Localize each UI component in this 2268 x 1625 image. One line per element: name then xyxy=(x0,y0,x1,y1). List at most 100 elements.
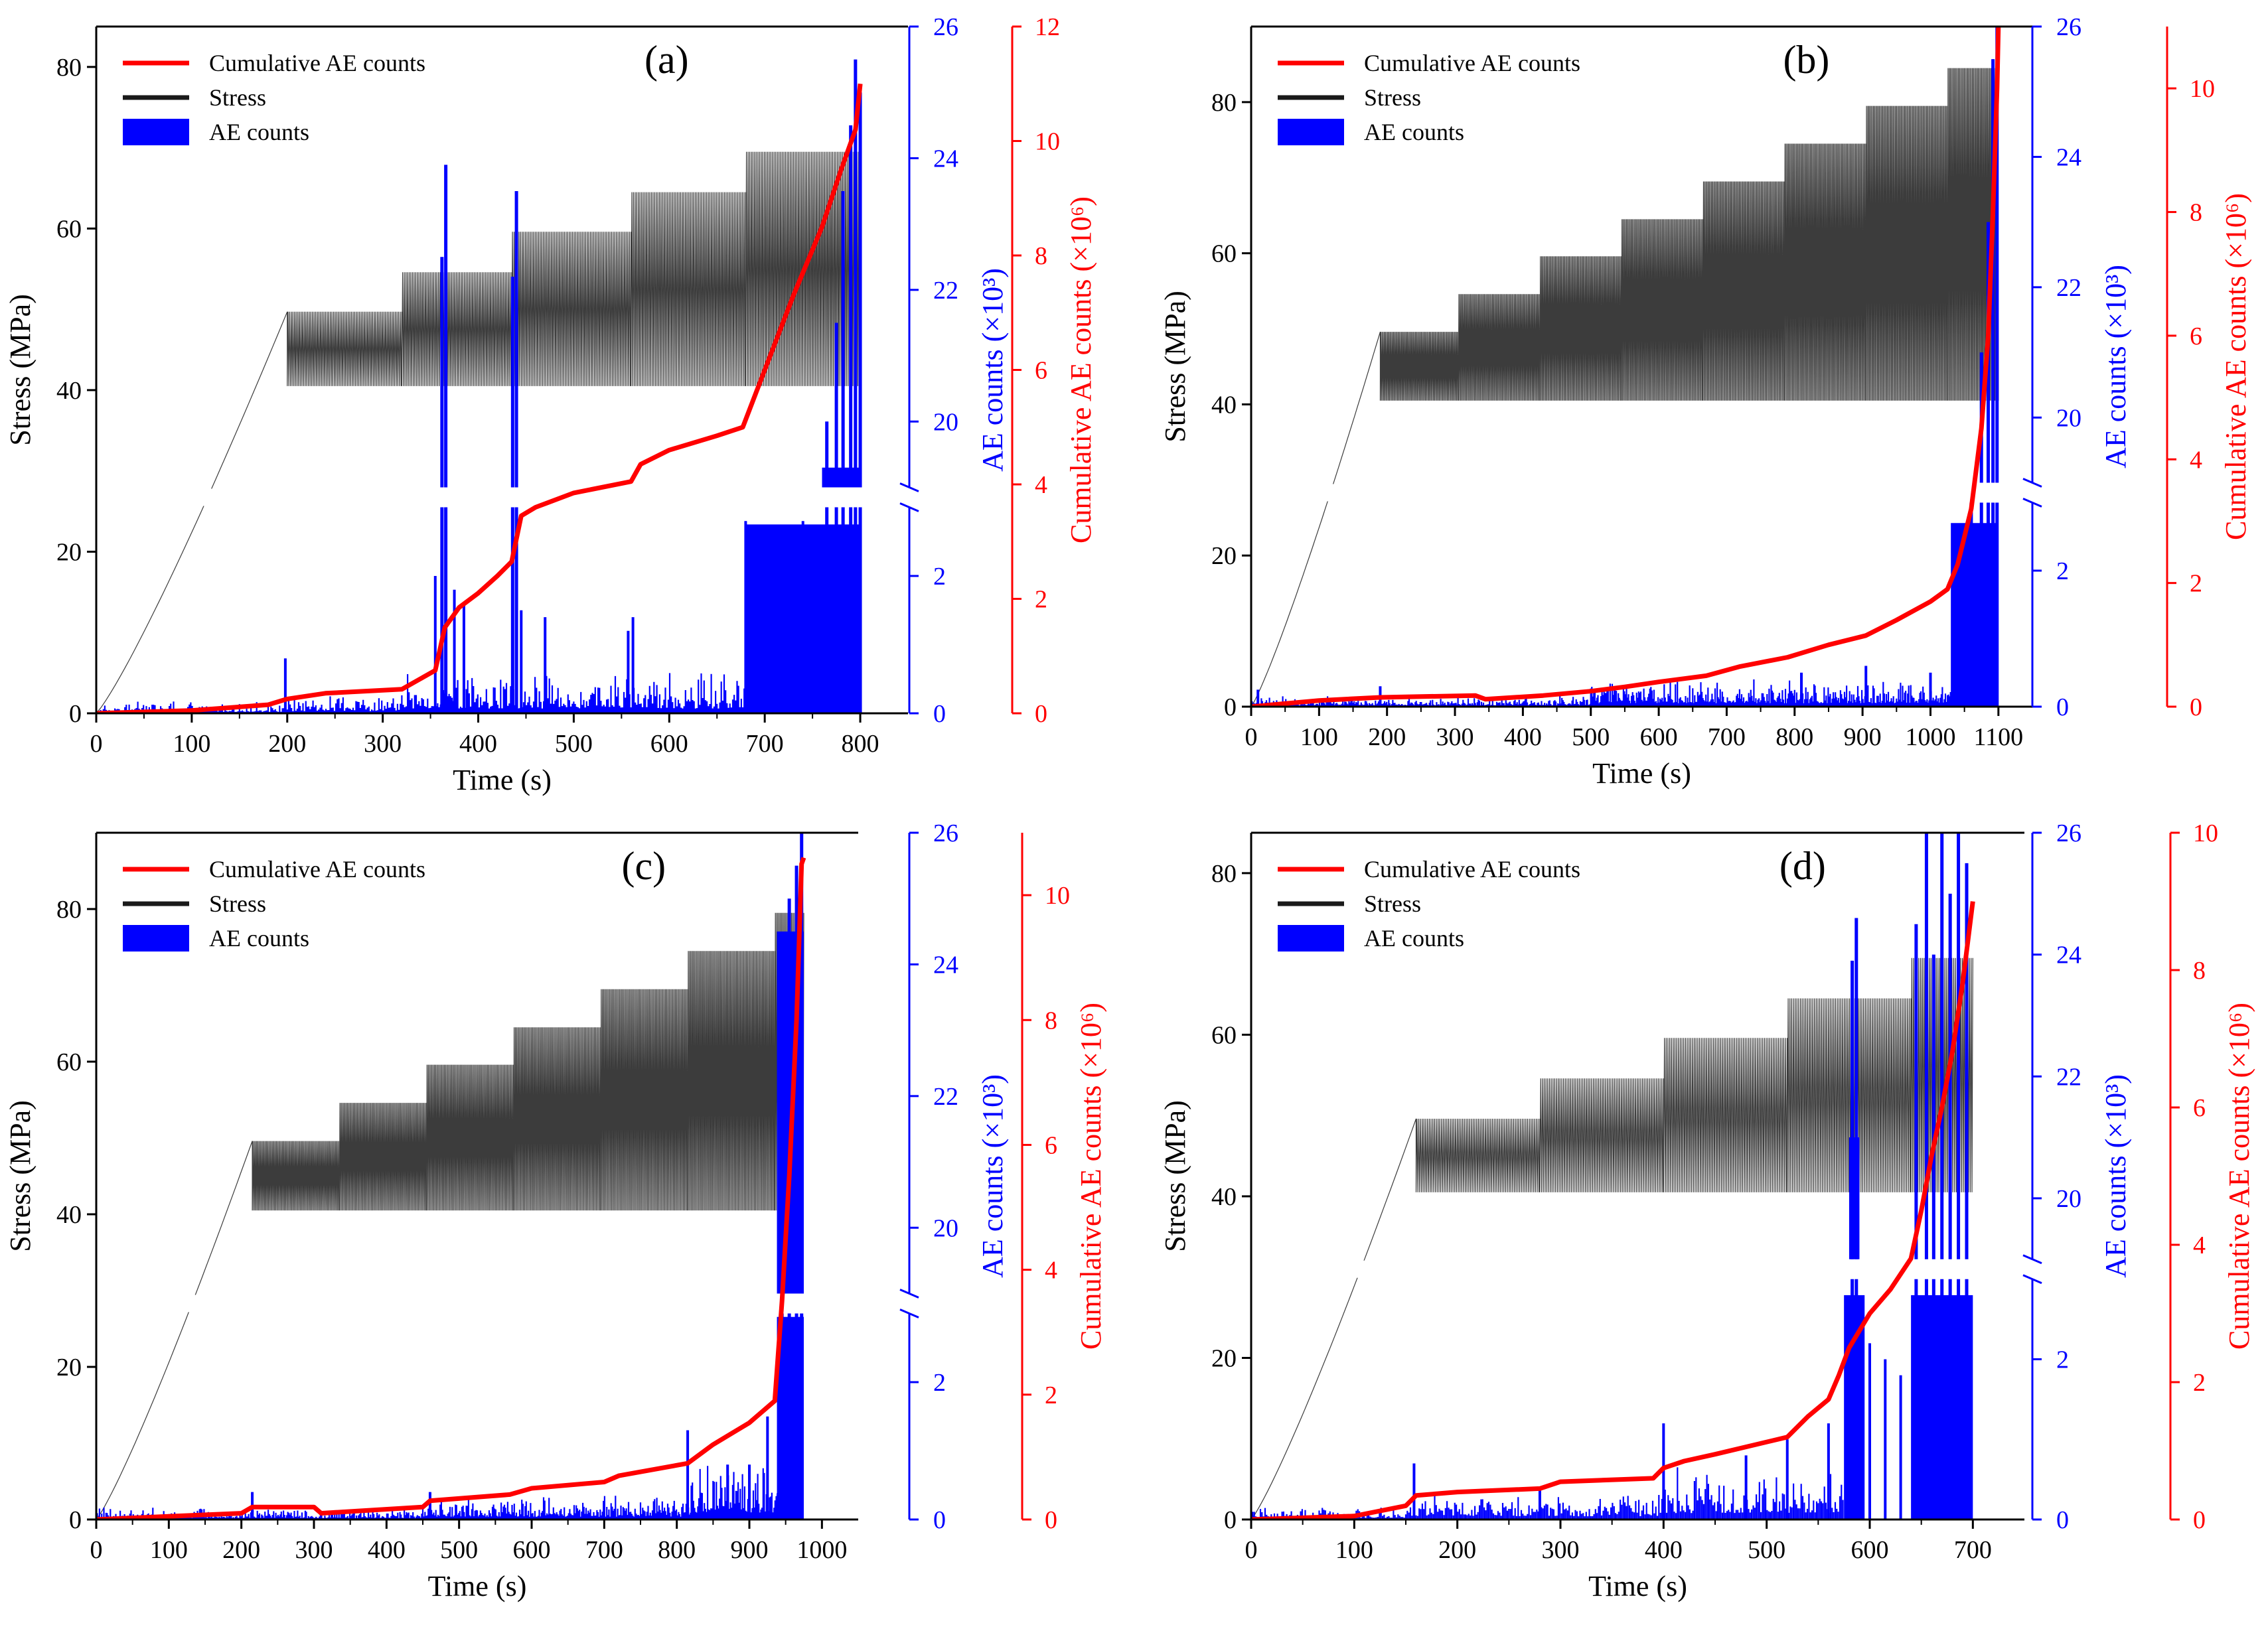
ae-tick-label: 26 xyxy=(2056,819,2081,847)
cumulative-tick-label: 6 xyxy=(2190,322,2202,350)
ae-tick-label: 2 xyxy=(2056,557,2069,585)
cumulative-tick-label: 6 xyxy=(1045,1131,1057,1159)
cumulative-tick-label: 10 xyxy=(1045,882,1070,910)
x-tick-label: 200 xyxy=(1368,723,1406,751)
legend-label-0: Cumulative AE counts xyxy=(209,856,425,883)
x-tick-label: 500 xyxy=(1572,723,1610,751)
cumulative-tick-label: 2 xyxy=(2193,1369,2206,1397)
x-tick-label: 900 xyxy=(731,1536,769,1564)
cumulative-axis-title: Cumulative AE counts (×10⁶) xyxy=(1065,196,1097,543)
ae-axis-title: AE counts (×10³) xyxy=(976,268,1009,472)
ae-tick-label: 24 xyxy=(933,951,958,979)
ae-tick-label: 2 xyxy=(2056,1346,2069,1374)
x-axis-title: Time (s) xyxy=(453,764,552,796)
ae-break-mark xyxy=(2022,498,2042,508)
x-tick-label: 800 xyxy=(1776,723,1813,751)
ae-counts-series xyxy=(96,833,804,1519)
x-tick-label: 200 xyxy=(268,730,306,758)
cumulative-tick-label: 2 xyxy=(2190,570,2202,598)
x-tick-label: 100 xyxy=(1335,1536,1373,1564)
x-tick-label: 1000 xyxy=(796,1536,847,1564)
cumulative-series xyxy=(96,83,863,713)
stress-tick-label: 60 xyxy=(56,215,82,243)
cumulative-tick-label: 4 xyxy=(1045,1257,1057,1285)
ae-tick-label: 26 xyxy=(933,819,958,847)
ae-axis-title: AE counts (×10³) xyxy=(976,1074,1009,1278)
ae-tick-label: 24 xyxy=(933,145,958,173)
legend-swatch-2 xyxy=(1278,925,1344,952)
ae-tick-label: 0 xyxy=(933,700,946,728)
cumulative-tick-label: 10 xyxy=(2193,819,2218,847)
x-axis-title: Time (s) xyxy=(1588,1570,1687,1602)
panel-label: (a) xyxy=(644,38,689,82)
x-tick-label: 100 xyxy=(150,1536,188,1564)
stress-tick-label: 40 xyxy=(56,377,82,405)
cumulative-tick-label: 2 xyxy=(1035,586,1047,614)
x-tick-label: 300 xyxy=(364,730,402,758)
stress-tick-label: 80 xyxy=(56,54,82,82)
x-tick-label: 700 xyxy=(1954,1536,1992,1564)
legend: Cumulative AE counts Stress AE counts xyxy=(1278,50,1580,145)
legend-label-2: AE counts xyxy=(209,925,309,952)
legend-label-0: Cumulative AE counts xyxy=(1364,856,1580,883)
legend: Cumulative AE counts Stress AE counts xyxy=(1278,856,1580,952)
cumulative-tick-label: 4 xyxy=(1035,471,1047,499)
stress-axis-title: Stress (MPa) xyxy=(1159,291,1191,443)
stress-axis-title: Stress (MPa) xyxy=(4,294,37,446)
x-tick-label: 700 xyxy=(746,730,784,758)
ae-break-mark xyxy=(899,502,919,512)
axis-break-gap xyxy=(1251,484,2032,502)
legend: Cumulative AE counts Stress AE counts xyxy=(123,856,425,952)
x-tick-label: 200 xyxy=(222,1536,260,1564)
axis-break-gap xyxy=(96,1295,858,1312)
stress-series xyxy=(1251,957,1973,1519)
ae-background-bars xyxy=(1251,679,1951,707)
cumulative-tick-label: 10 xyxy=(2190,75,2215,103)
cumulative-axis-title: Cumulative AE counts (×10⁶) xyxy=(2220,193,2252,540)
x-tick-label: 100 xyxy=(173,730,210,758)
ae-tick-label: 22 xyxy=(2056,274,2081,302)
stress-tick-label: 20 xyxy=(56,1354,82,1381)
legend-label-0: Cumulative AE counts xyxy=(209,50,425,76)
ae-tick-label: 26 xyxy=(2056,13,2081,41)
ae-tick-label: 0 xyxy=(933,1506,946,1534)
ae-counts-series xyxy=(1251,833,1973,1519)
legend-label-0: Cumulative AE counts xyxy=(1364,50,1580,76)
cumulative-tick-label: 8 xyxy=(2190,199,2202,227)
cumulative-tick-label: 4 xyxy=(2193,1232,2206,1259)
ae-tick-label: 26 xyxy=(933,13,958,41)
x-tick-label: 600 xyxy=(650,730,688,758)
ae-axis-title: AE counts (×10³) xyxy=(2099,1074,2132,1278)
cumulative-axis-title: Cumulative AE counts (×10⁶) xyxy=(1075,1003,1107,1350)
legend-label-2: AE counts xyxy=(209,119,309,145)
cumulative-series xyxy=(96,857,806,1519)
ae-tick-label: 0 xyxy=(2056,693,2069,721)
panel-label: (c) xyxy=(621,844,666,888)
ae-counts-series xyxy=(96,59,862,713)
stress-tick-label: 40 xyxy=(1211,391,1237,419)
x-tick-label: 300 xyxy=(295,1536,333,1564)
stress-tick-label: 60 xyxy=(1211,240,1237,268)
panel-label: (d) xyxy=(1779,844,1826,888)
stress-axis-title: Stress (MPa) xyxy=(4,1100,37,1252)
ae-tick-label: 20 xyxy=(2056,1185,2081,1213)
x-tick-label: 200 xyxy=(1438,1536,1476,1564)
x-tick-label: 600 xyxy=(513,1536,551,1564)
cumulative-tick-label: 6 xyxy=(1035,357,1047,385)
stress-tick-label: 0 xyxy=(1224,1506,1237,1534)
stress-series xyxy=(96,912,804,1519)
axis-break-gap xyxy=(96,488,908,506)
ae-tick-label: 20 xyxy=(933,1214,958,1242)
legend: Cumulative AE counts Stress AE counts xyxy=(123,50,425,145)
x-tick-label: 700 xyxy=(1708,723,1746,751)
cumulative-tick-label: 2 xyxy=(1045,1381,1057,1409)
x-tick-label: 600 xyxy=(1851,1536,1889,1564)
ae-block-0 xyxy=(1951,523,1999,707)
